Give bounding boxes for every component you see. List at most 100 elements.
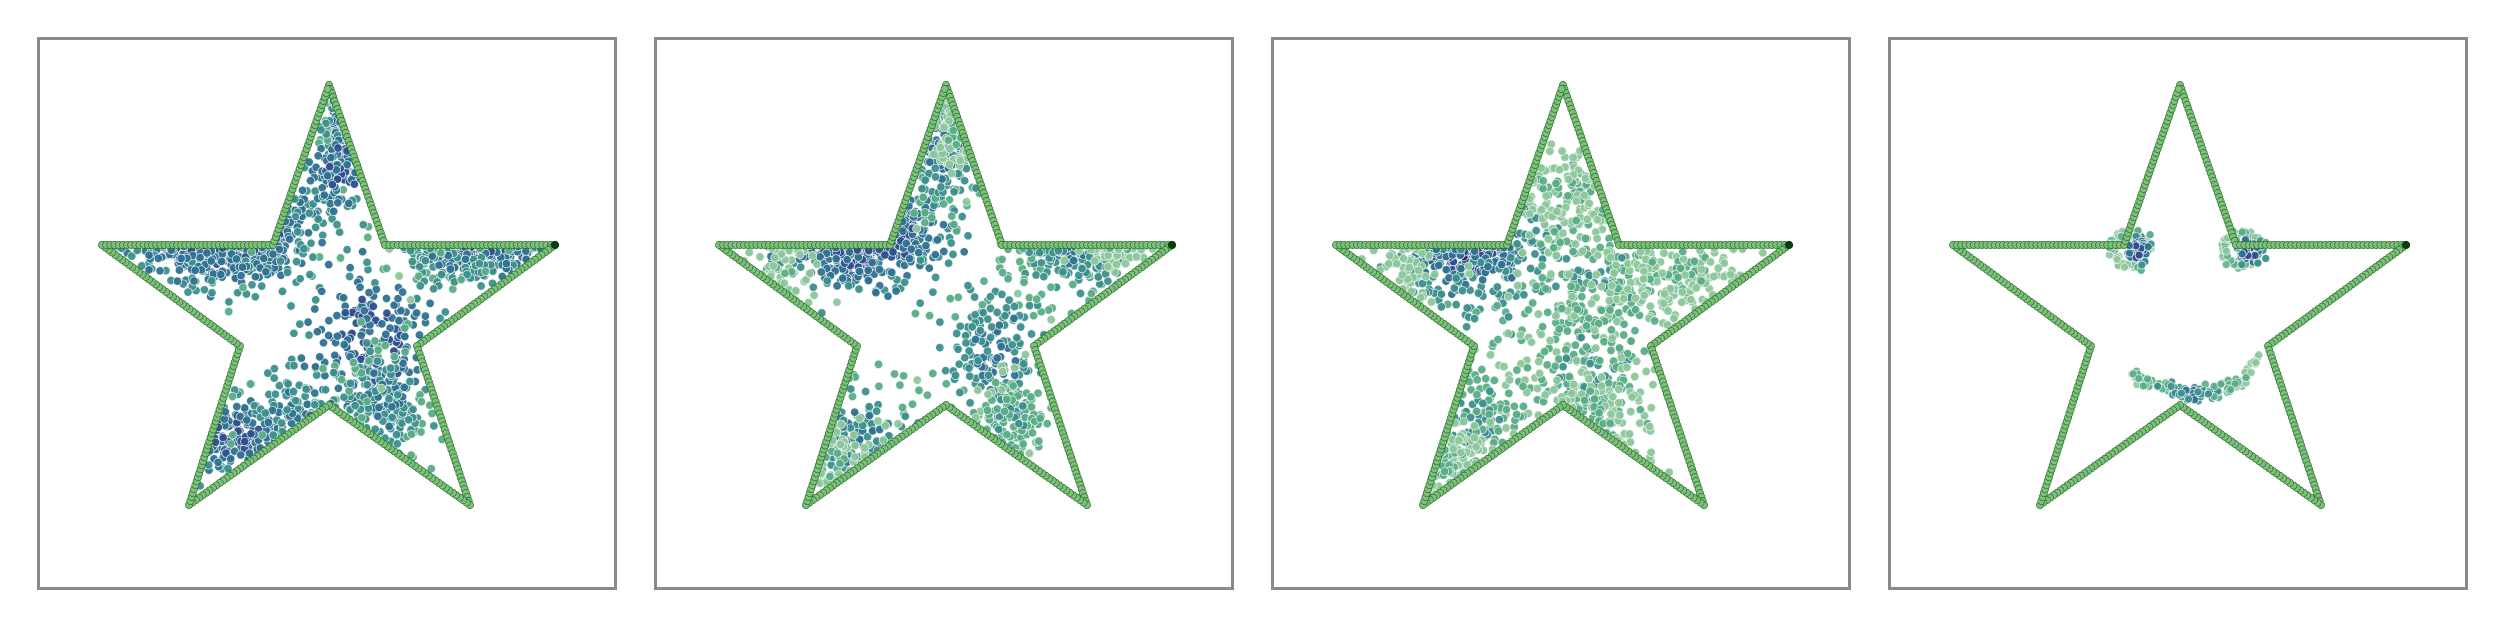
particle-point: [835, 439, 846, 449]
particle-point: [296, 353, 306, 363]
particle-point: [1039, 272, 1049, 282]
particle-point: [224, 297, 234, 307]
particle-point: [932, 235, 943, 245]
particle-point: [1027, 428, 1038, 438]
particle-point: [308, 252, 318, 262]
particle-point: [873, 359, 884, 369]
particle-point: [1557, 304, 1567, 314]
particle-point: [1597, 381, 1607, 391]
particle-point: [238, 282, 248, 293]
particle-cloud: [739, 87, 1165, 504]
particle-point: [893, 419, 903, 429]
particle-point: [1481, 374, 1491, 384]
particle-point: [912, 375, 922, 385]
particle-point: [1645, 422, 1655, 432]
particle-point: [1090, 256, 1100, 266]
particle-point: [362, 380, 372, 390]
particle-point: [770, 253, 780, 263]
particle-point: [1645, 301, 1655, 311]
particle-point: [174, 265, 184, 275]
star-outline: [715, 81, 1177, 509]
particle-point: [1615, 410, 1625, 420]
particle-point: [965, 371, 975, 381]
particle-point: [1016, 322, 1026, 332]
particle-point: [312, 327, 322, 337]
particle-point: [286, 301, 296, 311]
particle-point: [1567, 388, 1577, 398]
particle-point: [1513, 281, 1523, 291]
particle-point: [929, 149, 939, 159]
particle-point: [399, 382, 409, 392]
particle-point: [232, 402, 242, 412]
particle-point: [921, 241, 931, 251]
particle-point: [404, 415, 414, 425]
particle-point: [1606, 345, 1616, 355]
particle-point: [1552, 206, 1562, 216]
particle-point: [358, 247, 368, 257]
particle-point: [362, 257, 372, 267]
particle-point: [384, 394, 394, 404]
particle-point: [1705, 257, 1716, 267]
particle-point: [900, 277, 910, 287]
particle-point: [335, 227, 345, 237]
particle-point: [362, 396, 372, 407]
particle-point: [127, 251, 137, 261]
particle-point: [944, 116, 954, 126]
particle-point: [1533, 309, 1543, 319]
particle-point: [850, 452, 860, 462]
particle-point: [997, 254, 1007, 265]
particle-point: [1580, 233, 1591, 244]
particle-point: [946, 238, 956, 248]
particle-point: [1609, 268, 1619, 278]
particle-point: [1035, 247, 1045, 258]
particle-point: [1677, 297, 1687, 307]
particle-point: [959, 247, 969, 257]
particle-point: [807, 251, 817, 261]
particle-point: [1426, 297, 1437, 307]
particle-point: [1662, 320, 1673, 330]
particle-point: [909, 208, 919, 218]
particle-point: [935, 317, 945, 327]
particle-point: [930, 250, 940, 260]
particle-point: [382, 308, 392, 318]
particle-point: [297, 185, 308, 195]
particle-point: [213, 457, 223, 467]
particle-point: [1585, 386, 1595, 396]
particle-point: [268, 249, 278, 259]
particle-point: [931, 272, 941, 282]
particle-point: [931, 172, 941, 182]
particle-point: [1611, 260, 1621, 270]
particle-point: [1003, 274, 1013, 284]
particle-point: [1592, 215, 1602, 225]
particle-point: [1034, 436, 1044, 446]
particle-point: [1518, 381, 1528, 391]
particle-point: [936, 182, 946, 192]
particle-point: [1537, 273, 1547, 283]
particle-point: [1719, 258, 1729, 268]
particle-point: [1025, 301, 1035, 311]
particle-point: [389, 352, 399, 362]
particle-point: [415, 281, 425, 291]
particle-point: [1585, 359, 1595, 369]
particle-point: [1691, 283, 1701, 293]
particle-point: [1449, 283, 1459, 293]
particle-point: [400, 323, 410, 333]
particle-point: [1532, 383, 1543, 394]
particle-point: [190, 265, 200, 275]
particle-point: [1665, 284, 1675, 294]
particle-point: [1596, 281, 1607, 292]
particle-point: [1018, 439, 1028, 449]
particle-point: [1472, 390, 1482, 400]
particle-point: [883, 291, 893, 301]
particle-point: [305, 270, 315, 280]
particle-point: [1013, 289, 1023, 299]
particle-point: [333, 143, 343, 153]
particle-point: [861, 386, 871, 397]
particle-point: [333, 198, 343, 208]
particle-point: [1451, 300, 1461, 310]
particle-point: [1024, 293, 1034, 303]
particle-point: [288, 386, 299, 397]
particle-point: [406, 429, 417, 439]
particle-point: [207, 276, 217, 286]
particle-point: [912, 224, 922, 234]
